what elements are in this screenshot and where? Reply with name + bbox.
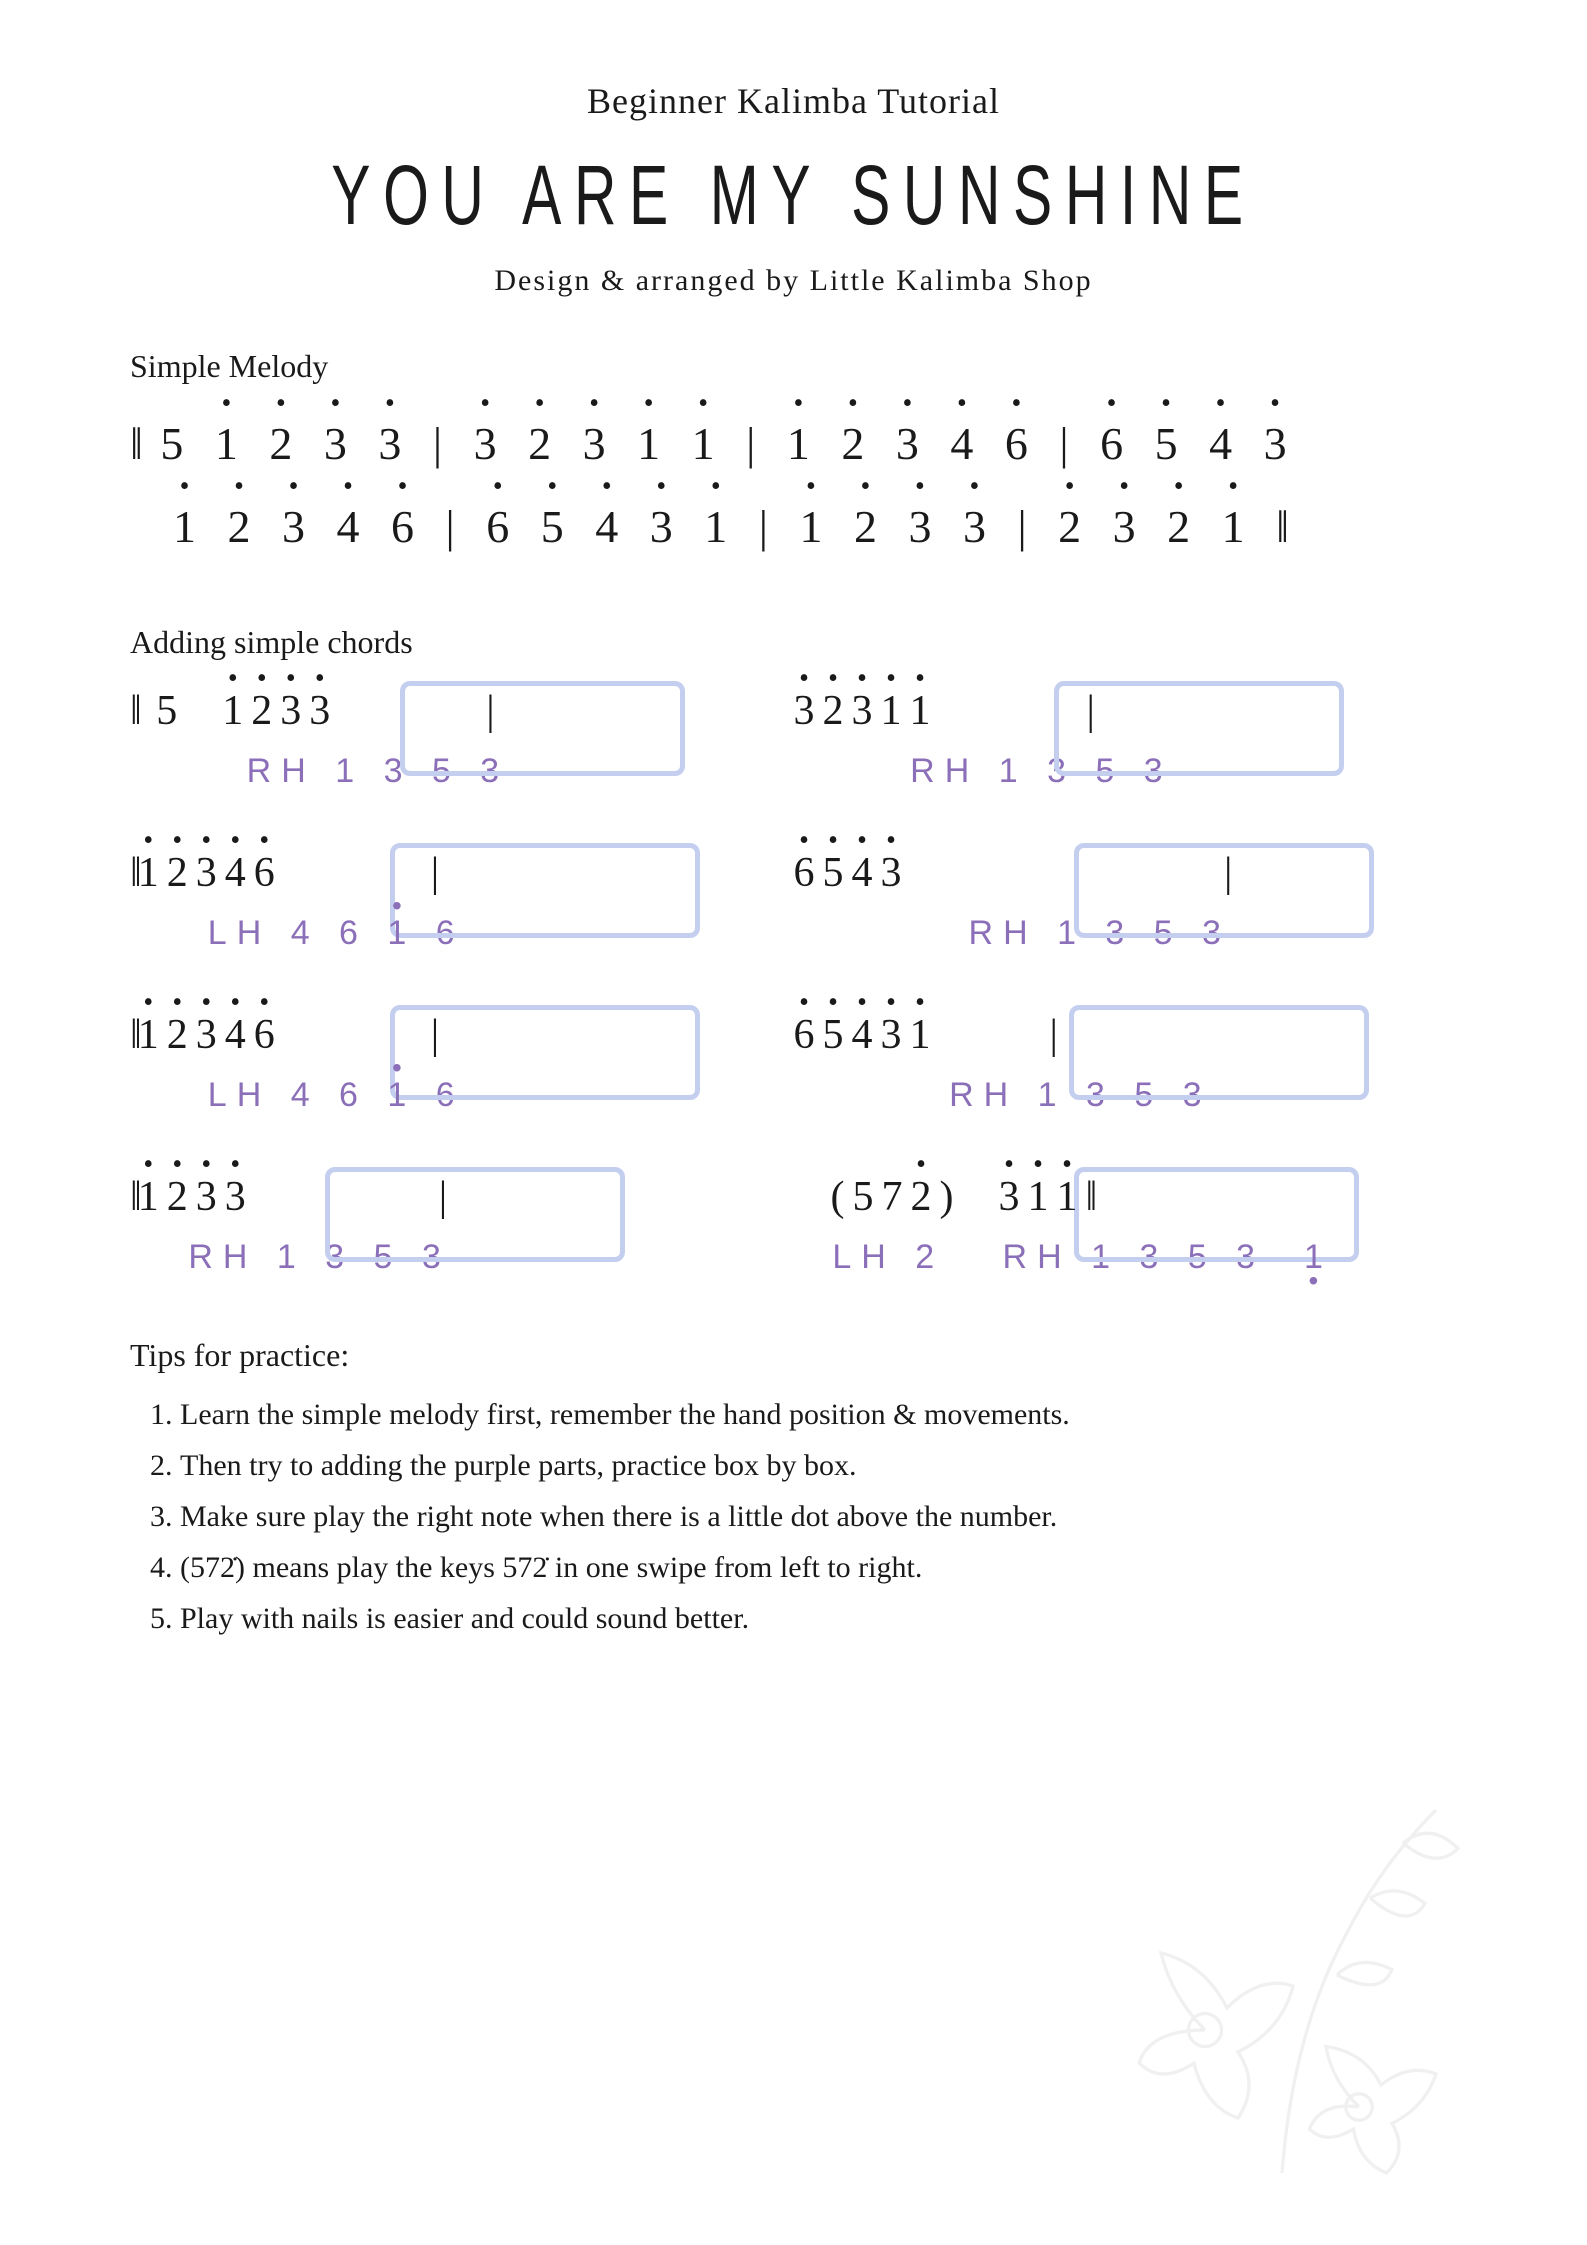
tips-title: Tips for practice:: [130, 1337, 1457, 1374]
chord-measure: 6 5 4 3 1 | RH 1 3 5 3: [794, 1003, 1458, 1115]
tip-item: Make sure play the right note when there…: [180, 1491, 1457, 1542]
melody-line: ‖ 5 1 2 3 3 |: [130, 679, 794, 744]
melody-line: ‖ 1 2 3 4 6 |: [130, 841, 794, 906]
chord-measure: ‖ 1 2 3 4 6 | LH 4 6 1 6: [130, 1003, 794, 1115]
melody-line: ‖ 1 2 3 3 |: [130, 1165, 794, 1230]
chord-measure: 6 5 4 3 | RH 1 3 5 3: [794, 841, 1458, 953]
song-title: YOU ARE MY SUNSHINE: [329, 147, 1258, 244]
tip-item: (572̇) means play the keys 572̇ in one s…: [180, 1542, 1457, 1593]
chords-notation: ‖ 5 1 2 3 3 | RH 1 3 5 3 3 2 3 1 1 | RH …: [130, 679, 1457, 1277]
tip-item: Learn the simple melody first, remember …: [180, 1389, 1457, 1440]
chords-section-label: Adding simple chords: [130, 624, 1457, 661]
melody-line: 6 5 4 3 1 |: [794, 1003, 1458, 1068]
chord-row: ‖ 5 1 2 3 3 | RH 1 3 5 3 3 2 3 1 1 | RH …: [130, 679, 1457, 791]
chord-measure: (572) 3 1 1 ‖ LH 2 RH 1 3 5 3 1: [794, 1165, 1458, 1277]
chord-measure: ‖ 5 1 2 3 3 | RH 1 3 5 3: [130, 679, 794, 791]
tip-item: Play with nails is easier and could soun…: [180, 1593, 1457, 1644]
credit-line: Design & arranged by Little Kalimba Shop: [130, 264, 1457, 298]
chord-row: ‖ 1 2 3 4 6 | LH 4 6 1 6 6 5 4 3 | RH 1 …: [130, 841, 1457, 953]
chord-measure: ‖ 1 2 3 4 6 | LH 4 6 1 6: [130, 841, 794, 953]
tip-item: Then try to adding the purple parts, pra…: [180, 1440, 1457, 1491]
tips-section: Tips for practice: Learn the simple melo…: [130, 1337, 1457, 1644]
subtitle-top: Beginner Kalimba Tutorial: [130, 80, 1457, 122]
melody-line: 6 5 4 3 |: [794, 841, 1458, 906]
chord-row: ‖ 1 2 3 4 6 | LH 4 6 1 6 6 5 4 3 1 | RH …: [130, 1003, 1457, 1115]
header: Beginner Kalimba Tutorial YOU ARE MY SUN…: [130, 80, 1457, 298]
melody-line: (572) 3 1 1 ‖: [794, 1165, 1458, 1230]
chord-measure: 3 2 3 1 1 | RH 1 3 5 3: [794, 679, 1458, 791]
melody-line: 3 2 3 1 1 |: [794, 679, 1458, 744]
simple-melody-notation: ‖ 5 1 2 3 3 | 3 2 3 1 1 | 1 2 3 4 6 | 6 …: [130, 403, 1457, 569]
chord-row: ‖ 1 2 3 3 | RH 1 3 5 3 (572) 3 1 1 ‖ LH …: [130, 1165, 1457, 1277]
melody-line: ‖ 1 2 3 4 6 |: [130, 1003, 794, 1068]
flower-decoration: [1007, 1645, 1557, 2195]
chord-measure: ‖ 1 2 3 3 | RH 1 3 5 3: [130, 1165, 794, 1277]
tips-list: Learn the simple melody first, remember …: [130, 1389, 1457, 1644]
